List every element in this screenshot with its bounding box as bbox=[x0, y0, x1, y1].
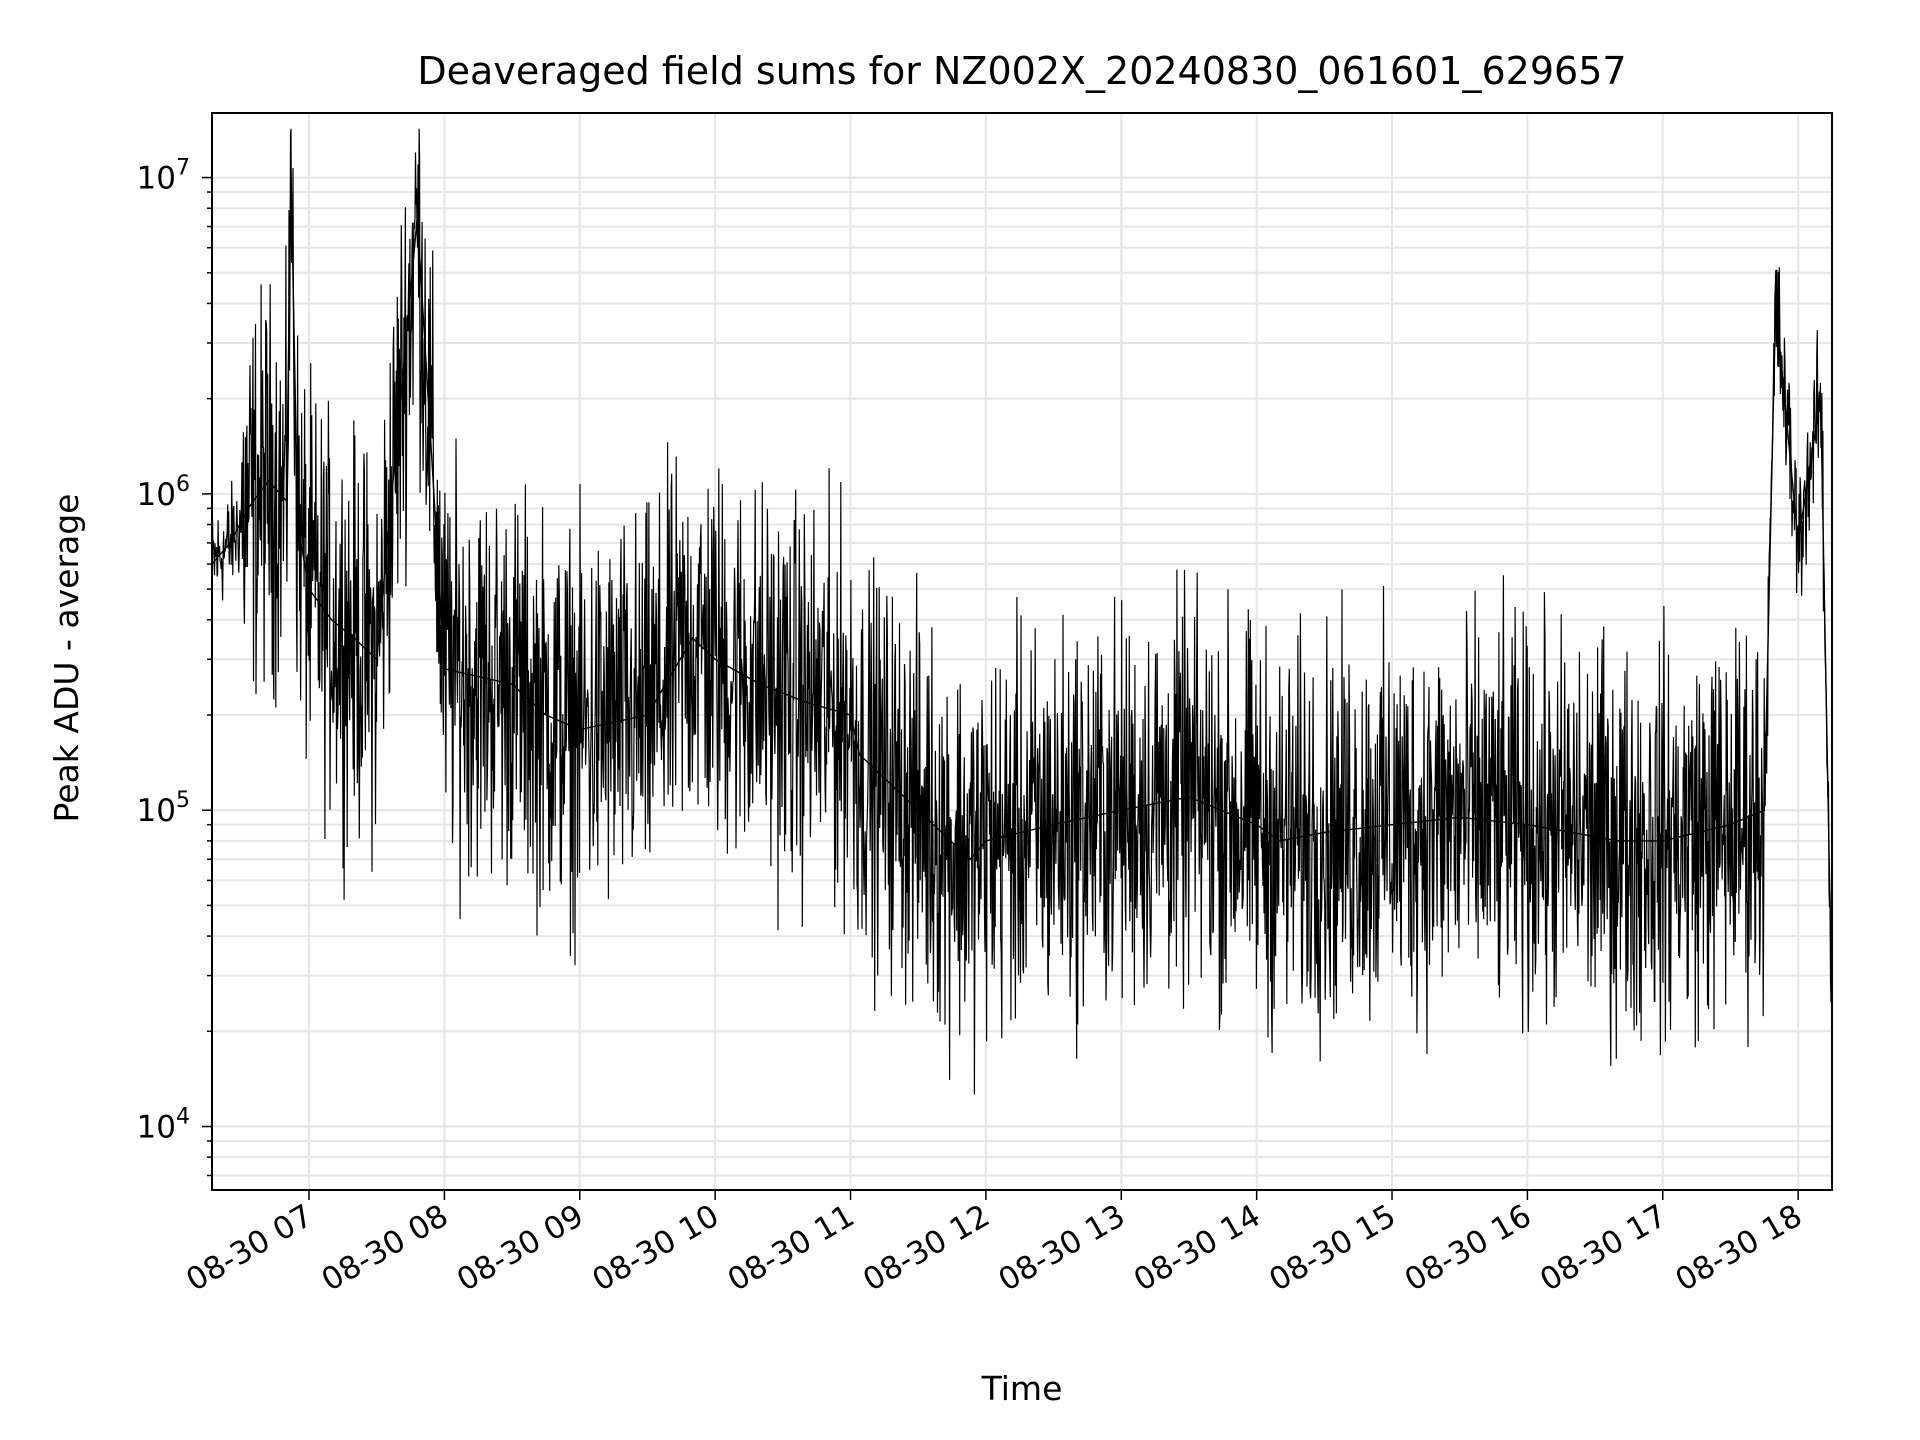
data-point bbox=[330, 618, 333, 621]
y-tick-exponent: 4 bbox=[176, 1105, 190, 1130]
data-point bbox=[1526, 823, 1529, 826]
data-point bbox=[1188, 796, 1190, 798]
data-point bbox=[1255, 823, 1258, 826]
data-point bbox=[285, 500, 288, 502]
data-point bbox=[1774, 302, 1777, 305]
plot-frame bbox=[211, 112, 1833, 1191]
y-tick-base: 10 bbox=[137, 477, 176, 513]
data-point bbox=[1571, 831, 1574, 834]
data-point bbox=[1616, 840, 1619, 842]
data-point bbox=[545, 714, 547, 716]
y-tick-base: 10 bbox=[137, 1110, 176, 1146]
data-point bbox=[443, 667, 446, 670]
y-tick-label: 107 bbox=[137, 156, 190, 197]
y-axis-label: Peak ADU - average bbox=[47, 494, 86, 823]
data-point bbox=[1729, 823, 1732, 826]
data-point bbox=[247, 507, 249, 510]
y-tick-label: 105 bbox=[137, 788, 190, 829]
data-point bbox=[578, 728, 581, 731]
data-point bbox=[1763, 809, 1766, 812]
y-tick-base: 10 bbox=[137, 161, 176, 197]
data-point bbox=[1797, 542, 1799, 544]
data-point bbox=[353, 637, 355, 639]
data-point bbox=[969, 858, 971, 861]
data-point bbox=[1661, 840, 1664, 842]
data-point bbox=[1120, 809, 1123, 812]
data-point bbox=[759, 683, 762, 686]
y-tick-label: 104 bbox=[137, 1105, 190, 1146]
data-point bbox=[416, 216, 419, 218]
data-point bbox=[229, 542, 231, 544]
data-point bbox=[849, 714, 852, 716]
y-tick-base: 10 bbox=[137, 793, 176, 829]
data-point bbox=[375, 658, 378, 661]
y-tick-exponent: 5 bbox=[176, 788, 190, 813]
data-point bbox=[308, 588, 310, 590]
y-tick-label: 106 bbox=[137, 472, 190, 513]
data-point bbox=[1458, 816, 1461, 819]
y-tick-exponent: 6 bbox=[176, 472, 190, 497]
data-point bbox=[804, 701, 807, 703]
series-line-noise bbox=[211, 128, 1833, 1095]
y-tick-exponent: 7 bbox=[176, 156, 190, 181]
data-point bbox=[646, 714, 649, 716]
data-point bbox=[985, 840, 987, 842]
data-point bbox=[1808, 468, 1811, 470]
x-axis-label: Time bbox=[981, 1369, 1063, 1408]
data-point bbox=[1323, 831, 1326, 834]
data-point bbox=[296, 523, 299, 526]
data-point bbox=[691, 637, 694, 639]
series-layer bbox=[211, 128, 1833, 1095]
data-point bbox=[1052, 823, 1055, 826]
data-point bbox=[267, 479, 270, 482]
data-point bbox=[1391, 823, 1393, 826]
chart-title: Deaveraged field sums for NZ002X_2024083… bbox=[417, 49, 1626, 93]
data-point bbox=[1819, 397, 1822, 400]
data-point bbox=[290, 170, 292, 172]
data-point bbox=[714, 658, 716, 661]
data-point bbox=[511, 683, 513, 686]
data-point bbox=[917, 809, 920, 812]
data-point bbox=[1278, 840, 1281, 842]
data-point bbox=[858, 753, 861, 756]
